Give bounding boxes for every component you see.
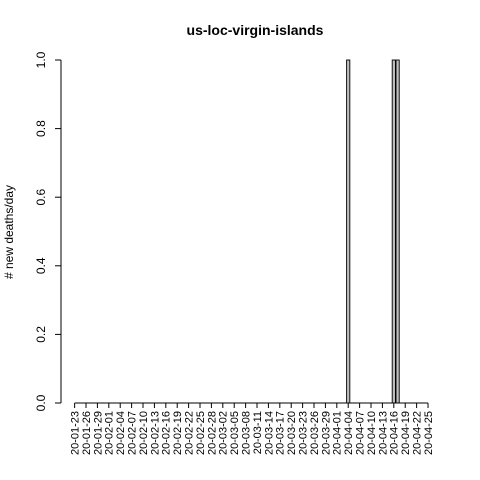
y-tick-label: 0.4 [34,257,48,274]
x-tick-label: 20-02-10 [138,411,150,455]
x-tick-label: 20-03-17 [275,411,287,455]
x-tick-label: 20-02-07 [126,411,138,455]
x-tick-label: 20-03-23 [297,411,309,455]
y-tick-label: 0.8 [34,120,48,137]
x-tick-label: 20-04-22 [411,411,423,455]
x-tick-label: 20-04-07 [354,411,366,455]
x-axis: 20-01-23 20-01-26 20-01-29 20-02-01 20-02-04… [69,402,435,455]
chart-title: us-loc-virgin-islands [187,22,324,38]
x-tick-label: 20-03-14 [263,411,275,455]
y-axis: 0.0 0.2 0.4 0.6 0.8 1.0 [34,51,62,411]
x-tick-label: 20-04-16 [389,411,401,455]
x-tick-label: 20-02-19 [172,411,184,455]
x-tick-label: 20-04-01 [332,411,344,455]
x-tick-label: 20-03-11 [252,411,264,454]
x-tick-label: 20-03-26 [309,411,321,455]
y-tick-label: 1.0 [34,51,48,68]
x-tick-label: 20-04-13 [377,411,389,455]
y-axis-label: # new deaths/day [2,185,16,279]
x-tick-label: 20-04-04 [343,411,355,455]
x-tick-label: 20-01-23 [69,411,81,455]
x-tick-label: 20-04-10 [366,411,378,455]
x-tick-label: 20-04-19 [400,411,412,455]
x-tick-label: 20-01-26 [81,411,93,455]
x-tick-label: 20-03-02 [218,411,230,455]
x-tick-label: 20-02-28 [206,411,218,455]
x-tick-label: 20-03-08 [240,411,252,455]
x-tick-label: 20-02-22 [183,411,195,455]
x-tick-label: 20-02-16 [161,411,173,455]
bar-20-04-16 [391,59,396,404]
bar-20-04-04 [346,59,351,404]
x-tick-label: 20-02-04 [115,411,127,455]
y-tick-label: 0.6 [34,189,48,206]
x-tick-label: 20-01-29 [92,411,104,455]
x-tick-label: 20-03-05 [229,411,241,455]
x-tick-label: 20-03-29 [320,411,332,455]
x-tick-label: 20-02-13 [149,411,161,455]
y-tick-label: 0.0 [34,394,48,411]
x-tick-label: 20-04-25 [423,411,435,455]
bars-group [346,59,400,404]
x-tick-label: 20-02-01 [104,411,116,455]
x-tick-label: 20-03-20 [286,411,298,455]
y-tick-label: 0.2 [34,326,48,343]
bar-20-04-17 [395,59,400,404]
x-tick-label: 20-02-25 [195,411,207,455]
